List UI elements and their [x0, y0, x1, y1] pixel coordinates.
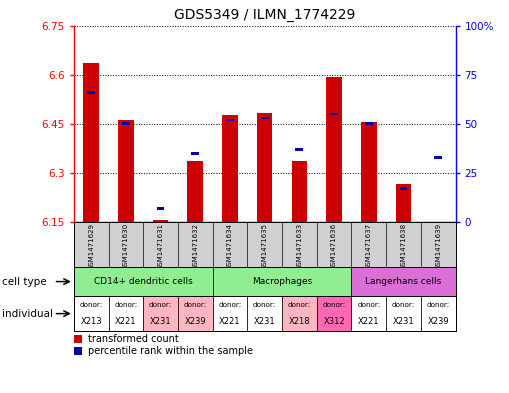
Bar	[292, 161, 307, 222]
Text: GSM1471635: GSM1471635	[262, 223, 268, 270]
Bar	[74, 296, 108, 331]
Bar	[74, 267, 213, 296]
Bar	[395, 184, 411, 222]
Text: X231: X231	[254, 317, 275, 326]
Bar	[222, 115, 238, 222]
Bar	[122, 123, 130, 125]
Text: donor:: donor:	[288, 303, 311, 309]
Text: GSM1471632: GSM1471632	[192, 223, 199, 270]
Bar	[326, 77, 342, 222]
Text: GSM1471630: GSM1471630	[123, 223, 129, 270]
Text: GSM1471638: GSM1471638	[401, 223, 407, 270]
Text: GSM1471629: GSM1471629	[88, 223, 94, 270]
Text: X239: X239	[428, 317, 449, 326]
Bar	[74, 335, 82, 343]
Bar	[296, 148, 303, 151]
Text: individual: individual	[2, 309, 52, 319]
Text: donor:: donor:	[357, 303, 380, 309]
Text: X221: X221	[219, 317, 241, 326]
Text: X221: X221	[115, 317, 136, 326]
Bar	[118, 120, 134, 222]
Bar	[143, 296, 178, 331]
Text: donor:: donor:	[79, 303, 103, 309]
Text: X221: X221	[358, 317, 380, 326]
Bar	[261, 117, 269, 119]
Bar	[74, 347, 82, 355]
Bar	[257, 113, 272, 222]
Bar	[226, 119, 234, 121]
Bar	[317, 296, 351, 331]
Text: CD14+ dendritic cells: CD14+ dendritic cells	[94, 277, 192, 286]
Text: donor:: donor:	[114, 303, 137, 309]
Text: GSM1471639: GSM1471639	[435, 223, 441, 270]
Bar	[361, 121, 377, 222]
Text: donor:: donor:	[323, 303, 346, 309]
Bar	[213, 296, 247, 331]
Text: GSM1471633: GSM1471633	[296, 223, 302, 270]
Text: X312: X312	[323, 317, 345, 326]
Text: X218: X218	[289, 317, 310, 326]
Text: donor:: donor:	[218, 303, 242, 309]
Bar	[421, 296, 456, 331]
Text: GSM1471634: GSM1471634	[227, 223, 233, 270]
Text: GSM1471637: GSM1471637	[366, 223, 372, 270]
Bar	[400, 187, 407, 190]
Bar	[87, 91, 95, 94]
Bar	[153, 220, 168, 222]
Bar	[247, 296, 282, 331]
Bar	[191, 152, 199, 154]
Text: GSM1471636: GSM1471636	[331, 223, 337, 270]
Title: GDS5349 / ILMN_1774229: GDS5349 / ILMN_1774229	[174, 8, 355, 22]
Bar	[213, 267, 351, 296]
Text: X231: X231	[392, 317, 414, 326]
Text: donor:: donor:	[184, 303, 207, 309]
Bar	[108, 296, 143, 331]
Bar	[178, 296, 213, 331]
Bar	[351, 267, 456, 296]
Bar	[83, 62, 99, 222]
Text: X231: X231	[150, 317, 172, 326]
Bar	[386, 296, 421, 331]
Text: donor:: donor:	[427, 303, 450, 309]
Bar	[187, 161, 203, 222]
Text: donor:: donor:	[392, 303, 415, 309]
Text: GSM1471631: GSM1471631	[158, 223, 163, 270]
Bar	[365, 123, 373, 125]
Text: Macrophages: Macrophages	[252, 277, 312, 286]
Bar	[330, 113, 338, 115]
Bar	[351, 296, 386, 331]
Bar	[157, 207, 164, 209]
Text: transformed count: transformed count	[89, 334, 179, 344]
Bar	[282, 296, 317, 331]
Bar	[434, 156, 442, 158]
Text: donor:: donor:	[149, 303, 172, 309]
Text: percentile rank within the sample: percentile rank within the sample	[89, 346, 253, 356]
Text: donor:: donor:	[253, 303, 276, 309]
Text: cell type: cell type	[2, 277, 46, 286]
Text: Langerhans cells: Langerhans cells	[365, 277, 442, 286]
Text: X213: X213	[80, 317, 102, 326]
Text: X239: X239	[184, 317, 206, 326]
